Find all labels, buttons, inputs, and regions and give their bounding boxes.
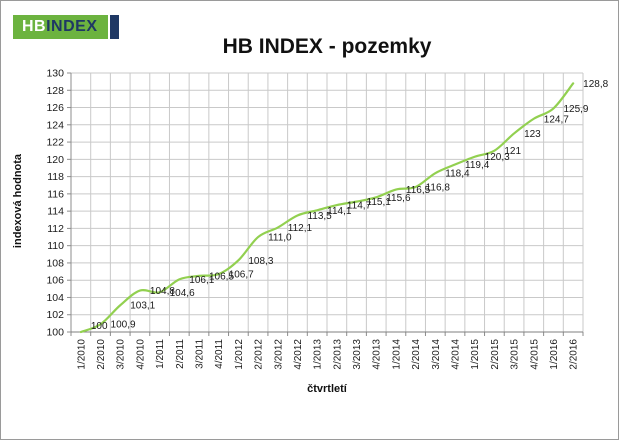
x-tick-label: 1/2011	[155, 339, 166, 369]
data-point-label: 124,7	[544, 114, 569, 125]
x-tick-label: 4/2012	[293, 339, 304, 370]
logo-text-index: INDEX	[46, 18, 98, 35]
x-tick-label: 2/2012	[254, 339, 265, 370]
y-tick-label: 126	[46, 102, 64, 114]
data-point-label: 104,6	[170, 288, 195, 299]
y-tick-label: 102	[46, 309, 64, 321]
x-tick-label: 4/2010	[135, 339, 146, 370]
x-tick-label: 4/2013	[372, 339, 383, 370]
x-tick-label: 1/2016	[549, 339, 560, 370]
data-point-label: 104,8	[150, 286, 175, 297]
y-tick-label: 108	[46, 257, 64, 269]
data-point-label: 121	[504, 146, 521, 157]
data-point-label: 116,5	[406, 185, 431, 196]
data-point-label: 100	[91, 321, 108, 332]
x-tick-label: 4/2015	[529, 339, 540, 370]
y-tick-label: 110	[47, 240, 64, 252]
data-point-label: 120,3	[485, 152, 510, 163]
y-tick-label: 130	[46, 68, 64, 80]
y-tick-label: 116	[47, 188, 64, 200]
data-point-label: 108,3	[248, 256, 273, 267]
data-point-label: 128,8	[583, 79, 608, 90]
data-point-label: 125,9	[563, 104, 588, 115]
x-tick-label: 3/2014	[431, 339, 442, 370]
y-tick-label: 128	[46, 85, 64, 97]
y-tick-label: 106	[46, 275, 64, 287]
data-point-label: 100,9	[111, 320, 136, 331]
y-tick-label: 120	[46, 154, 64, 166]
series-line	[79, 82, 575, 334]
data-point-label: 114,1	[327, 206, 352, 217]
data-point-label: 113,5	[307, 211, 332, 222]
data-point-label: 103,1	[130, 301, 155, 312]
y-tick-label: 124	[46, 119, 64, 131]
data-point-label: 106,5	[209, 271, 234, 282]
x-tick-label: 2/2016	[569, 339, 580, 370]
x-tick-label: 3/2015	[510, 339, 521, 370]
x-tick-label: 4/2011	[214, 339, 225, 369]
chart-title: HB INDEX - pozemky	[222, 35, 432, 58]
x-tick-label: 1/2013	[313, 339, 324, 370]
logo-accent-bar	[109, 15, 119, 39]
x-tick-label: 3/2013	[352, 339, 363, 370]
x-tick-label: 2/2011	[175, 339, 186, 369]
x-axis-title: čtvrtletí	[307, 383, 347, 395]
data-point-label: 119,4	[465, 160, 490, 171]
x-tick-label: 3/2010	[116, 339, 127, 370]
x-tick-label: 2/2013	[332, 339, 343, 370]
hb-index-logo: HB INDEX	[13, 15, 119, 39]
logo-green-box: HB INDEX	[13, 15, 108, 39]
data-point-label: 115,6	[386, 193, 411, 204]
logo-text-hb: HB	[22, 18, 47, 35]
x-tick-label: 1/2014	[391, 339, 402, 370]
y-tick-label: 122	[46, 137, 64, 149]
y-tick-label: 100	[46, 327, 64, 339]
data-point-label: 106,1	[189, 275, 214, 286]
y-tick-label: 114	[47, 206, 64, 218]
data-point-label: 123	[524, 129, 541, 140]
y-tick-label: 112	[47, 223, 64, 235]
x-tick-label: 4/2014	[451, 339, 462, 370]
data-point-label: 115,1	[367, 197, 392, 208]
x-tick-label: 3/2012	[273, 339, 284, 370]
x-tick-label: 3/2011	[195, 339, 206, 369]
data-point-label: 116,8	[426, 182, 451, 193]
x-tick-label: 1/2010	[76, 339, 87, 370]
y-tick-label: 118	[47, 171, 64, 183]
x-tick-label: 1/2015	[470, 339, 481, 370]
x-tick-label: 2/2015	[490, 339, 501, 370]
x-tick-label: 2/2014	[411, 339, 422, 370]
data-point-label: 114,7	[347, 201, 372, 212]
data-point-label: 112,1	[288, 223, 313, 234]
data-point-label: 111,0	[268, 233, 292, 244]
x-tick-label: 2/2010	[96, 339, 107, 370]
data-point-label: 106,7	[229, 270, 254, 281]
y-tick-label: 104	[46, 292, 64, 304]
data-point-label: 118,4	[445, 169, 470, 180]
x-tick-label: 1/2012	[234, 339, 245, 370]
